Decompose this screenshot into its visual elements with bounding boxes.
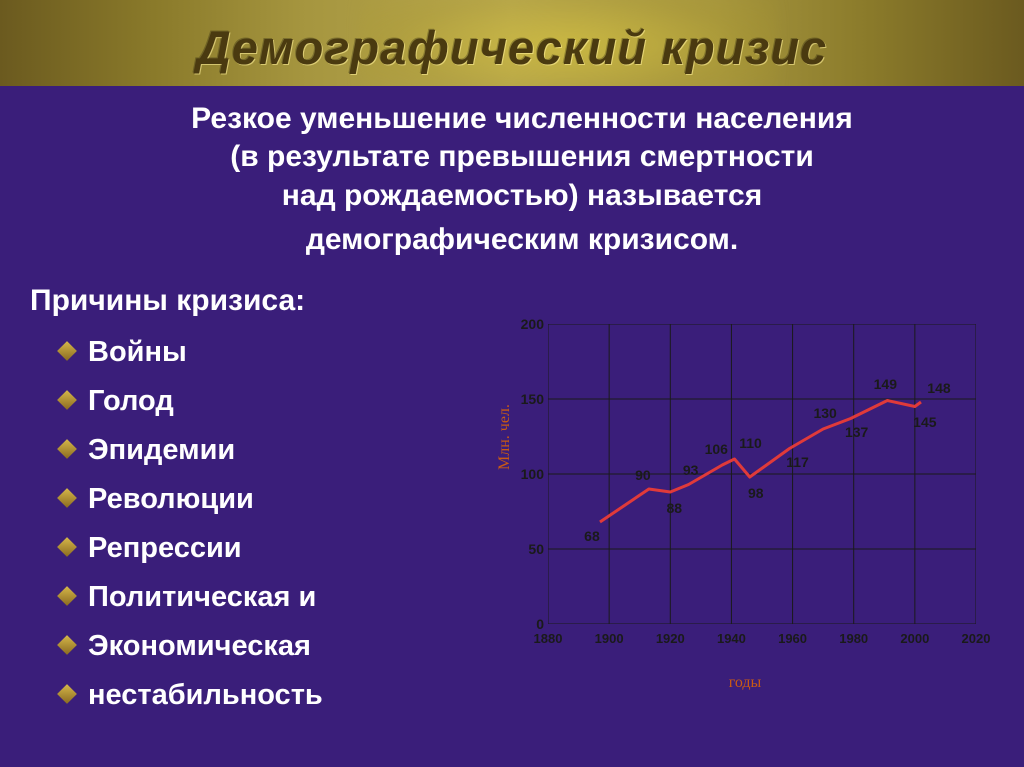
list-item: Политическая и <box>60 573 490 622</box>
chart-point-label: 90 <box>635 467 651 483</box>
slide-title: Демографический кризис <box>0 20 1024 75</box>
chart-x-tick: 2020 <box>962 631 991 646</box>
chart-y-tick: 50 <box>508 541 544 557</box>
chart-point-label: 68 <box>584 528 600 544</box>
chart-plot-area: 1880190019201940196019802000202005010015… <box>548 324 976 624</box>
population-chart: Млн. чел. 188019001920194019601980200020… <box>500 320 990 700</box>
chart-point-label: 117 <box>786 454 809 470</box>
chart-x-tick: 2000 <box>900 631 929 646</box>
chart-x-label: годы <box>500 674 990 692</box>
chart-point-label: 149 <box>874 376 897 392</box>
chart-point-label: 137 <box>845 424 868 440</box>
list-item: Революции <box>60 475 490 524</box>
chart-x-tick: 1900 <box>595 631 624 646</box>
chart-point-label: 130 <box>813 405 836 421</box>
chart-point-label: 148 <box>927 380 950 396</box>
list-item: Экономическая <box>60 622 490 671</box>
list-item: Голод <box>60 377 490 426</box>
causes-list: Войны Голод Эпидемии Революции Репрессии… <box>60 328 490 720</box>
list-item: Войны <box>60 328 490 377</box>
causes-column: Войны Голод Эпидемии Революции Репрессии… <box>60 328 490 720</box>
chart-line <box>600 400 921 522</box>
chart-point-label: 106 <box>705 441 728 457</box>
definition-block: Резкое уменьшение численности населения … <box>72 100 972 260</box>
chart-x-tick: 1960 <box>778 631 807 646</box>
chart-point-label: 145 <box>913 414 936 430</box>
definition-line: (в результате превышения смертности <box>72 138 972 176</box>
chart-x-tick: 1880 <box>534 631 563 646</box>
definition-line: Резкое уменьшение численности населения <box>72 100 972 138</box>
definition-emphasis: демографическим кризисом. <box>72 221 972 259</box>
chart-y-tick: 150 <box>508 391 544 407</box>
list-item: нестабильность <box>60 671 490 720</box>
chart-point-label: 93 <box>683 462 699 478</box>
list-item: Эпидемии <box>60 426 490 475</box>
chart-x-tick: 1980 <box>839 631 868 646</box>
chart-svg <box>548 324 976 624</box>
list-item: Репрессии <box>60 524 490 573</box>
chart-y-tick: 0 <box>508 616 544 632</box>
chart-y-tick: 100 <box>508 466 544 482</box>
chart-y-tick: 200 <box>508 316 544 332</box>
chart-point-label: 110 <box>739 435 762 451</box>
chart-x-tick: 1940 <box>717 631 746 646</box>
slide: Демографический кризис Резкое уменьшение… <box>0 0 1024 767</box>
causes-heading: Причины кризиса: <box>30 284 984 318</box>
chart-column: Млн. чел. 188019001920194019601980200020… <box>490 328 984 720</box>
chart-point-label: 88 <box>666 500 682 516</box>
chart-y-label: Млн. чел. <box>496 404 514 470</box>
chart-x-tick: 1920 <box>656 631 685 646</box>
definition-line: над рождаемостью) называется <box>72 177 972 215</box>
slide-body: Резкое уменьшение численности населения … <box>0 86 1024 767</box>
chart-point-label: 98 <box>748 485 764 501</box>
lower-row: Войны Голод Эпидемии Революции Репрессии… <box>60 328 984 720</box>
